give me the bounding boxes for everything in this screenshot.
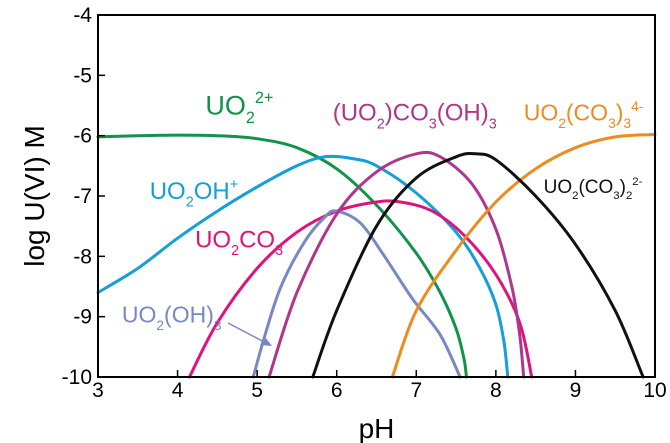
species-label-part: 2 xyxy=(626,190,632,202)
x-tick-label: 10 xyxy=(643,379,666,402)
species-label-part: 2 xyxy=(246,109,255,127)
species-label: UO2(CO3)34- xyxy=(524,99,644,131)
species-label-part: (OH) xyxy=(437,100,489,127)
species-label-part: UO xyxy=(205,91,246,121)
x-tick-label: 3 xyxy=(92,379,104,402)
species-label-part: 3 xyxy=(429,116,437,132)
species-label-part: )CO xyxy=(385,100,429,127)
species-label-part: 2+ xyxy=(255,89,273,107)
y-tick-label: -7 xyxy=(73,185,92,208)
species-label-part: 3 xyxy=(275,243,283,259)
species-label-part: 2 xyxy=(186,195,194,211)
axis-tick-labels: 3 4 5 6 7 8 9 10 -4 -5 -6 -7 -8 -9 -10 xyxy=(62,4,667,402)
arrow-head xyxy=(260,337,272,346)
species-label-part: UO xyxy=(195,226,231,253)
species-curve xyxy=(188,199,534,379)
species-label-part: 3 xyxy=(613,190,619,202)
species-label-part: 3 xyxy=(623,116,631,131)
species-label-part: UO xyxy=(150,178,186,205)
species-label: (UO2)CO3(OH)3 xyxy=(333,100,497,133)
arrow-shaft xyxy=(227,322,267,344)
species-label-part: 3 xyxy=(608,116,616,131)
species-curves xyxy=(96,133,657,379)
species-label-part: 3 xyxy=(489,116,497,132)
species-label: UO2(OH)3 xyxy=(122,302,222,333)
y-tick-label: -8 xyxy=(73,245,92,268)
species-label-part: ) xyxy=(620,177,626,198)
y-tick-label: -9 xyxy=(73,306,92,329)
species-label: UO2CO3 xyxy=(195,226,283,259)
y-axis-label: log U(VI) M xyxy=(19,125,50,267)
species-label-part: 2 xyxy=(572,190,578,202)
y-tick-label: -4 xyxy=(73,4,92,27)
x-tick-label: 7 xyxy=(410,379,422,402)
species-label-part: UO xyxy=(122,302,157,328)
y-tick-label: -5 xyxy=(73,64,92,87)
species-curve xyxy=(267,150,526,379)
axis-ticks xyxy=(97,14,656,378)
species-label-part: 2 xyxy=(156,318,164,333)
species-label-part: OH xyxy=(194,178,230,205)
species-label-part: 2- xyxy=(632,176,642,188)
x-tick-label: 4 xyxy=(172,379,184,402)
x-tick-label: 6 xyxy=(331,379,343,402)
species-label-part: ) xyxy=(616,100,624,126)
x-tick-label: 9 xyxy=(570,379,582,402)
species-label-part: 2 xyxy=(231,243,239,259)
species-curve xyxy=(96,154,510,379)
species-curve xyxy=(311,151,645,379)
species-label-part: UO xyxy=(544,177,573,198)
species-label-part: 3 xyxy=(214,318,222,333)
species-label: UO2OH+ xyxy=(150,177,238,211)
species-label-part: 4- xyxy=(631,99,643,114)
species-label: UO22+ xyxy=(205,89,273,127)
uo2oh3-pointer-arrow xyxy=(227,322,272,346)
x-axis-label: pH xyxy=(359,413,395,443)
x-tick-label: 8 xyxy=(490,379,502,402)
y-tick-label: -6 xyxy=(73,125,92,148)
species-label-part: + xyxy=(230,177,238,193)
species-label-part: 2 xyxy=(558,116,566,131)
species-label: UO2(CO3)22- xyxy=(544,176,643,202)
species-curve xyxy=(96,133,468,379)
species-label-part: CO xyxy=(239,226,275,253)
species-label-part: UO xyxy=(524,100,559,126)
species-label-part: (CO xyxy=(578,177,613,198)
species-label-part: (CO xyxy=(566,100,608,126)
x-tick-label: 5 xyxy=(251,379,263,402)
species-label-part: (UO xyxy=(333,100,377,127)
species-label-part: (OH) xyxy=(164,302,214,328)
species-curve xyxy=(390,133,657,379)
species-label-part: 2 xyxy=(377,116,385,132)
species-curve xyxy=(251,209,462,379)
y-tick-label: -10 xyxy=(62,366,92,389)
